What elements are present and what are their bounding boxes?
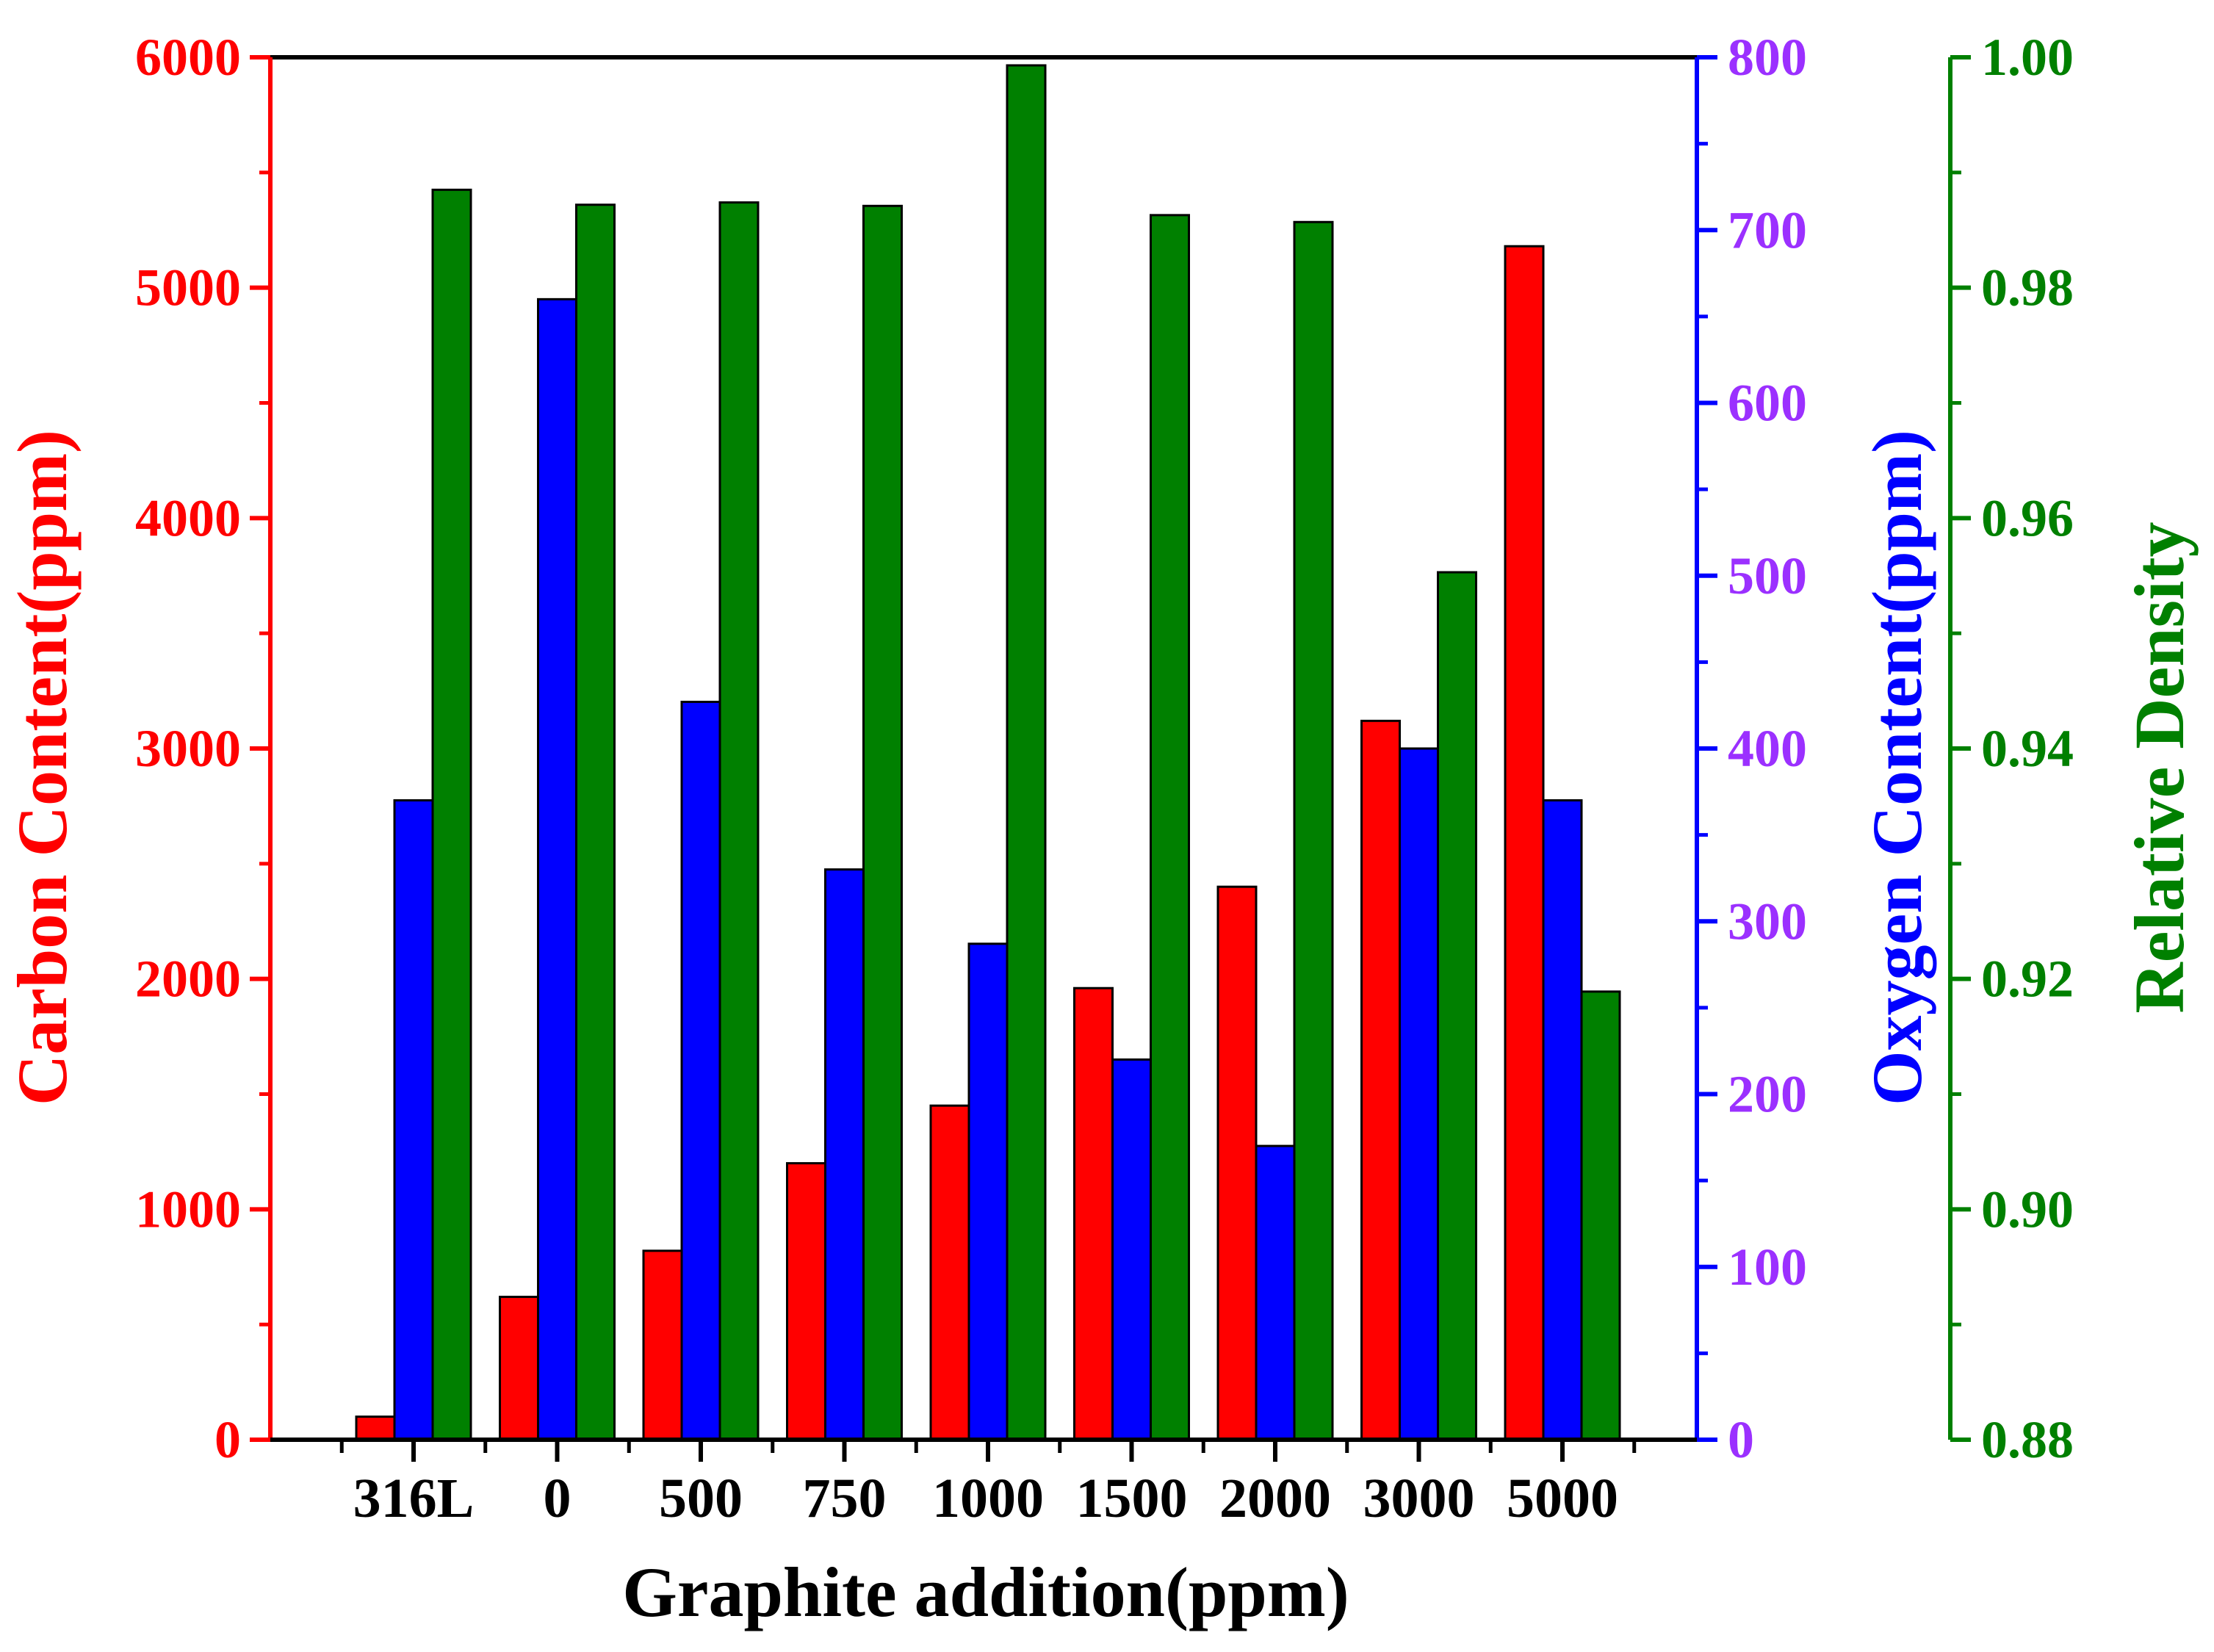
bar-left-500 <box>642 1249 683 1441</box>
density-tick-label: 0.96 <box>1981 488 2074 547</box>
density-tick-label: 0.98 <box>1981 259 2074 317</box>
left-tick-label: 1000 <box>135 1180 241 1238</box>
density-tick-label: 0.90 <box>1981 1180 2074 1238</box>
bar-right1-500 <box>680 700 721 1441</box>
bar-right1-2000 <box>1255 1144 1296 1441</box>
y-axis-oxygen-title: Oxygen Content(ppm) <box>1858 430 1936 1105</box>
bar-left-2000 <box>1216 885 1258 1441</box>
bar-right2-316L <box>431 188 472 1441</box>
y-axis-left-title: Carbon Content(ppm) <box>3 430 82 1105</box>
bar-right1-5000 <box>1542 799 1583 1441</box>
oxygen-tick-label: 200 <box>1728 1065 1807 1124</box>
left-tick-label: 4000 <box>135 488 241 547</box>
density-tick-label: 1.00 <box>1981 28 2074 87</box>
x-tick-label: 0 <box>544 1468 571 1529</box>
bar-right1-750 <box>824 868 865 1441</box>
oxygen-tick-label: 700 <box>1728 201 1807 259</box>
bar-right1-1500 <box>1111 1058 1152 1441</box>
bar-left-1000 <box>929 1104 970 1441</box>
oxygen-tick-label: 0 <box>1728 1410 1754 1469</box>
oxygen-tick-label: 800 <box>1728 28 1807 87</box>
x-tick-label: 1500 <box>1076 1468 1188 1529</box>
x-tick-label: 316L <box>353 1468 475 1529</box>
oxygen-tick-label: 400 <box>1728 719 1807 778</box>
density-tick-label: 0.94 <box>1981 719 2074 778</box>
bar-right2-1000 <box>1006 64 1047 1441</box>
x-tick-label: 750 <box>803 1468 887 1529</box>
bar-right1-3000 <box>1399 747 1439 1441</box>
x-tick-label: 3000 <box>1363 1468 1475 1529</box>
bar-left-1500 <box>1073 986 1114 1441</box>
bar-right2-3000 <box>1437 571 1477 1441</box>
bar-left-0 <box>499 1296 539 1441</box>
oxygen-tick-label: 500 <box>1728 547 1807 605</box>
density-tick-label: 0.88 <box>1981 1410 2074 1469</box>
oxygen-tick-label: 600 <box>1728 374 1807 433</box>
bar-right1-1000 <box>967 942 1009 1441</box>
bars-group <box>355 64 1621 1441</box>
bar-right1-0 <box>537 297 577 1441</box>
left-tick-label: 3000 <box>135 719 241 778</box>
x-axis-title: Graphite addition(ppm) <box>622 1553 1349 1631</box>
bar-left-750 <box>786 1162 826 1441</box>
left-tick-label: 0 <box>214 1410 241 1469</box>
axes-group: 0100020003000400050006000010020030040050… <box>135 28 2074 1529</box>
left-tick-label: 2000 <box>135 950 241 1009</box>
bar-right2-750 <box>862 204 903 1441</box>
bar-right2-5000 <box>1580 990 1621 1441</box>
left-tick-label: 5000 <box>135 259 241 317</box>
x-tick-label: 1000 <box>932 1468 1044 1529</box>
bar-right1-316L <box>393 799 434 1441</box>
x-tick-label: 500 <box>659 1468 743 1529</box>
bar-left-5000 <box>1504 245 1545 1441</box>
density-tick-label: 0.92 <box>1981 950 2074 1009</box>
x-tick-label: 5000 <box>1507 1468 1618 1529</box>
bar-right2-2000 <box>1293 220 1334 1441</box>
bar-right2-0 <box>575 203 616 1441</box>
bar-left-3000 <box>1360 719 1401 1441</box>
oxygen-tick-label: 300 <box>1728 892 1807 951</box>
y-axis-density-title: Relative Density <box>2120 522 2199 1013</box>
bar-right2-500 <box>718 201 760 1441</box>
bar-right2-1500 <box>1150 214 1190 1441</box>
left-tick-label: 6000 <box>135 28 241 87</box>
x-tick-label: 2000 <box>1219 1468 1331 1529</box>
bar-left-316L <box>355 1415 396 1441</box>
oxygen-tick-label: 100 <box>1728 1238 1807 1296</box>
